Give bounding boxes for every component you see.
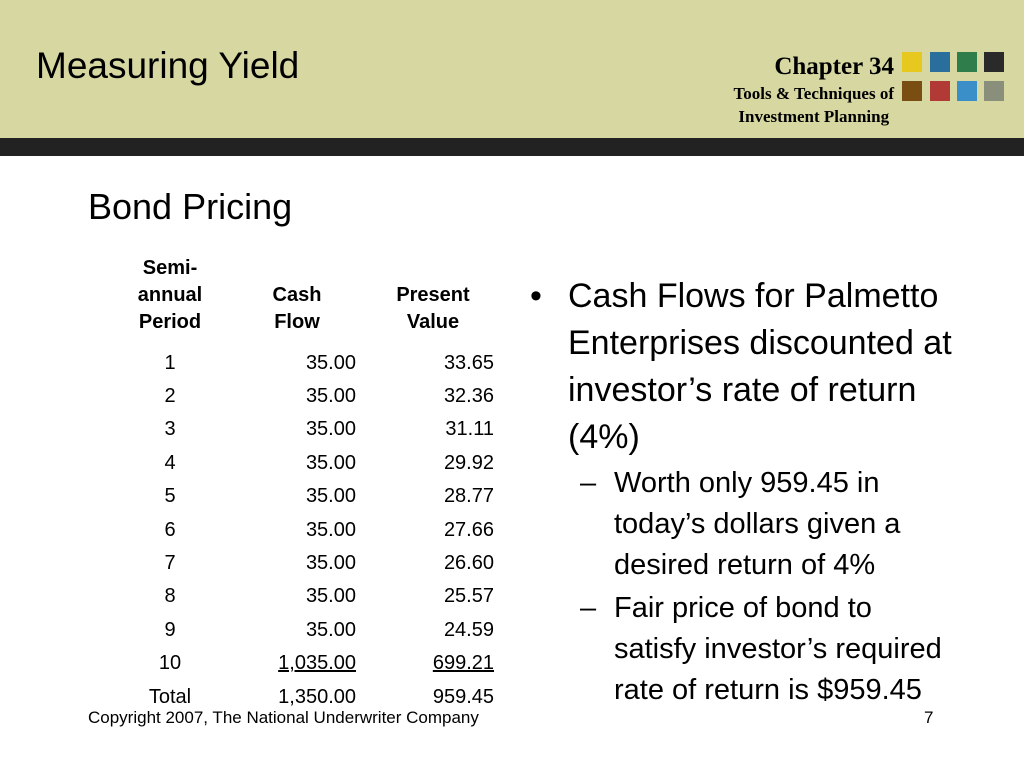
present-value-table: Semi- annual Period Cash Flow Present Va… xyxy=(120,255,494,713)
table-row: 1 35.00 33.65 xyxy=(164,351,494,374)
header-divider-bar xyxy=(0,138,1024,156)
color-swatch xyxy=(930,81,950,101)
table-row: 9 35.00 24.59 xyxy=(164,618,494,641)
slide-title: Measuring Yield xyxy=(36,45,300,86)
color-swatch xyxy=(902,81,922,101)
table-row: 7 35.00 26.60 xyxy=(164,552,494,575)
color-swatch xyxy=(930,52,950,72)
bullet-marker: • xyxy=(530,277,542,315)
color-swatch xyxy=(984,81,1004,101)
chapter-subtitle-line1: Tools & Techniques of xyxy=(733,84,894,103)
color-swatch xyxy=(984,52,1004,72)
sub-bullet-text: Fair price of bond to satisfy investor’s… xyxy=(614,592,942,706)
sub-bullet-item: – Fair price of bond to satisfy investor… xyxy=(530,588,960,711)
header-present-value: Present Value xyxy=(396,284,470,333)
sub-bullet-text: Worth only 959.45 in today’s dollars giv… xyxy=(614,467,901,581)
bullet-text: Cash Flows for Palmetto Enterprises disc… xyxy=(568,277,952,456)
table-row: 10 1,035.00 699.21 xyxy=(158,652,494,675)
table-header-row: Semi- annual Period Cash Flow Present Va… xyxy=(120,255,494,346)
color-swatch xyxy=(957,52,977,72)
header-period: Semi- annual Period xyxy=(137,257,203,333)
page-number: 7 xyxy=(924,708,934,727)
bullet-item: • Cash Flows for Palmetto Enterprises di… xyxy=(530,273,960,461)
chapter-block: Chapter 34 Tools & Techniques of Investm… xyxy=(734,52,894,128)
dash-marker: – xyxy=(580,592,597,624)
chapter-label: Chapter 34 xyxy=(774,53,894,80)
slide-header: Measuring Yield Chapter 34 Tools & Techn… xyxy=(0,0,1024,138)
table-total-row: Total 1,350.00 959.45 xyxy=(148,685,494,708)
slide-subtitle: Bond Pricing xyxy=(88,186,293,227)
color-swatch-logo xyxy=(902,52,1012,102)
table-row: 4 35.00 29.92 xyxy=(164,451,494,474)
color-swatch xyxy=(902,52,922,72)
color-swatch xyxy=(957,81,977,101)
bullet-list: • Cash Flows for Palmetto Enterprises di… xyxy=(530,273,960,711)
chapter-subtitle-line2: Investment Planning xyxy=(738,107,890,126)
header-cash-flow: Cash Flow xyxy=(272,284,322,333)
table-row: 6 35.00 27.66 xyxy=(164,518,494,541)
dash-marker: – xyxy=(580,467,597,499)
table-row: 5 35.00 28.77 xyxy=(164,485,494,508)
table-row: 3 35.00 31.11 xyxy=(164,418,494,441)
table-row: 8 35.00 25.57 xyxy=(164,585,494,608)
copyright-footer: Copyright 2007, The National Underwriter… xyxy=(88,708,479,727)
table-row: 2 35.00 32.36 xyxy=(164,385,494,408)
sub-bullet-item: – Worth only 959.45 in today’s dollars g… xyxy=(530,463,960,586)
